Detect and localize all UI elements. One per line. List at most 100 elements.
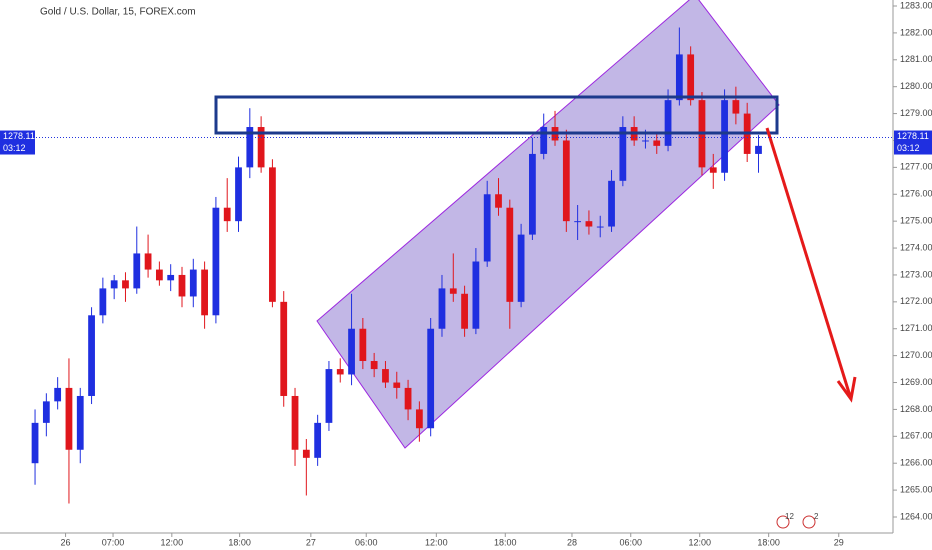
candles — [31, 27, 762, 504]
y-tick-label: 1279.00 — [900, 108, 932, 118]
x-tick-label: 29 — [834, 537, 844, 547]
event-flag — [802, 515, 816, 529]
candle-body — [155, 269, 163, 281]
y-tick-label: 1272.00 — [900, 296, 932, 306]
y-tick-label: 1266.00 — [900, 458, 932, 468]
candle-body — [223, 207, 231, 222]
event-count: 12 — [785, 512, 794, 521]
candle-body — [608, 180, 615, 227]
candle-body — [415, 409, 423, 429]
candle-body — [540, 127, 548, 154]
candle-body — [88, 315, 95, 396]
candle-body — [235, 167, 242, 222]
candle-body — [438, 288, 446, 329]
y-tick-label: 1269.00 — [900, 377, 932, 387]
candle-body — [201, 269, 208, 316]
candle-body — [54, 387, 62, 402]
x-tick-label: 18:00 — [494, 537, 517, 547]
arrow-head — [836, 376, 857, 403]
x-tick-label: 28 — [567, 537, 577, 547]
candle-body — [325, 369, 333, 423]
y-tick-label: 1281.00 — [900, 54, 932, 64]
candle-body — [653, 140, 661, 146]
y-tick-label: 1275.00 — [900, 216, 932, 226]
x-tick-label: 27 — [306, 537, 316, 547]
x-tick-label: 18:00 — [228, 537, 251, 547]
y-tick-label: 1273.00 — [900, 269, 932, 279]
candle-body — [189, 269, 197, 297]
x-tick-label: 12:00 — [425, 537, 448, 547]
chart-title: Gold / U.S. Dollar, 15, FOREX.com — [40, 7, 196, 18]
candle-body — [721, 100, 728, 173]
event-icon[interactable]: 2 — [802, 512, 819, 529]
countdown-label: 03:12 — [3, 143, 26, 153]
candle-body — [76, 395, 84, 450]
price-tag-label: 1278.11 — [3, 131, 35, 141]
candle-body — [732, 100, 740, 114]
y-tick-label: 1270.00 — [900, 350, 932, 360]
y-tick-label: 1271.00 — [900, 323, 932, 333]
y-tick-label: 1280.00 — [900, 81, 932, 91]
resistance-box — [214, 95, 779, 135]
candle-body — [122, 280, 129, 289]
candle-body — [42, 401, 50, 423]
candle-body — [382, 369, 389, 383]
candle-body — [65, 387, 73, 450]
candle-body — [495, 194, 502, 208]
candle-body — [427, 328, 435, 429]
candle-body — [574, 221, 582, 223]
y-tick-label: 1267.00 — [900, 431, 932, 441]
candle-body — [472, 261, 480, 329]
candle-body — [675, 54, 683, 101]
candle-body — [619, 127, 627, 181]
candle-body — [314, 422, 322, 458]
candle-body — [269, 167, 276, 302]
y-tick-label: 1282.00 — [900, 27, 932, 37]
candle-body — [709, 167, 717, 173]
candle-body — [348, 328, 355, 375]
candle-body — [212, 207, 220, 316]
candle-body — [483, 194, 491, 262]
candle-body — [755, 145, 762, 154]
candle-body — [506, 207, 514, 302]
arrow-shaft — [765, 127, 852, 397]
y-tick-label: 1276.00 — [900, 189, 932, 199]
candle-body — [404, 387, 412, 410]
y-tick-label: 1264.00 — [900, 511, 932, 521]
event-flag — [776, 515, 790, 529]
y-tick-label: 1268.00 — [900, 404, 932, 414]
candle-body — [257, 127, 265, 168]
y-tick-label: 1277.00 — [900, 162, 932, 172]
y-tick-label: 1283.00 — [900, 0, 932, 10]
candle-body — [110, 280, 118, 289]
candle-body — [393, 382, 401, 388]
candle-body — [461, 293, 468, 329]
x-tick-label: 18:00 — [757, 537, 780, 547]
candle-body — [562, 140, 570, 222]
candle-body — [370, 361, 378, 370]
candle-body — [449, 288, 457, 294]
candle-body — [585, 221, 593, 227]
candle-body — [336, 369, 344, 375]
candle-body — [596, 226, 604, 228]
x-tick-label: 06:00 — [619, 537, 642, 547]
event-icon[interactable]: 12 — [776, 512, 794, 529]
candle-body — [144, 253, 152, 270]
candle-body — [99, 288, 107, 316]
candle-body — [687, 54, 695, 101]
y-tick-label: 1274.00 — [900, 242, 932, 252]
event-count: 2 — [814, 512, 819, 521]
x-tick-label: 26 — [61, 537, 71, 547]
candle-body — [167, 274, 175, 281]
x-tick-label: 06:00 — [355, 537, 378, 547]
candle-body — [280, 301, 288, 396]
price-tag — [0, 130, 35, 155]
candle-body — [529, 153, 536, 235]
y-tick-label: 1265.00 — [900, 484, 932, 494]
candle-body — [133, 253, 141, 289]
candle-body — [302, 449, 310, 458]
candle-body — [246, 127, 254, 168]
candle-body — [291, 395, 299, 450]
